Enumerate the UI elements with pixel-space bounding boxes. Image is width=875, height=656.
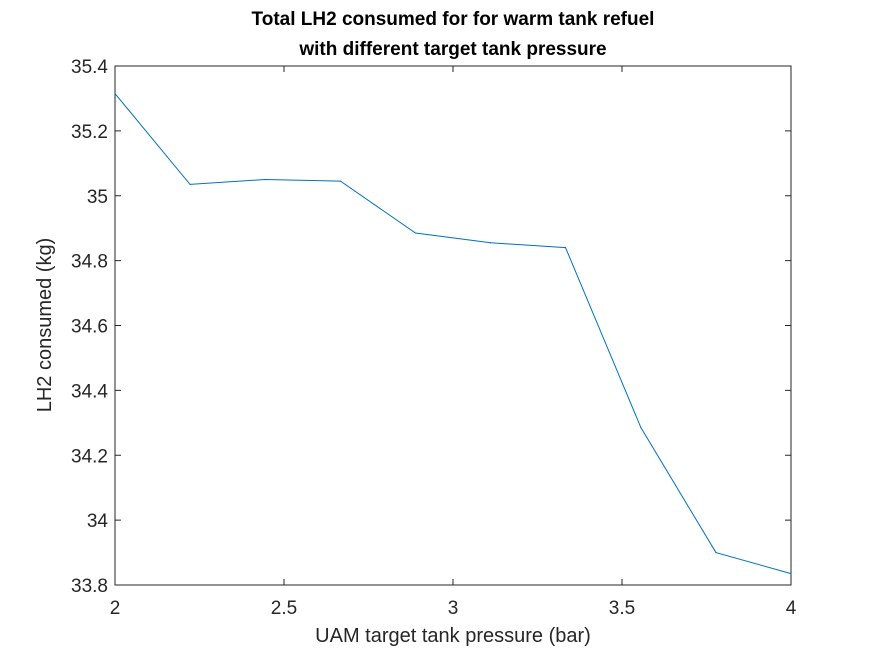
plot-area (114, 65, 792, 586)
x-tick-label: 3 (448, 598, 459, 619)
y-tick-label: 35.4 (71, 57, 108, 78)
data-point (339, 180, 342, 182)
y-axis-label: LH2 consumed (kg) (34, 238, 56, 413)
y-tick-label: 35.2 (71, 122, 108, 143)
data-point (114, 92, 116, 95)
data-point (489, 242, 492, 244)
y-tick-label: 35 (87, 187, 108, 208)
y-tick-label: 33.8 (71, 576, 108, 597)
x-tick-label: 4 (786, 598, 797, 619)
data-point (715, 551, 717, 554)
y-tick-label: 34.8 (71, 252, 108, 273)
y-tick-label: 34.2 (71, 446, 108, 467)
series-line (114, 93, 792, 575)
data-point (564, 247, 567, 249)
x-axis-label: UAM target tank pressure (bar) (315, 625, 591, 647)
series-group (114, 92, 792, 575)
x-tick-label: 2 (110, 598, 121, 619)
y-tick-label: 34.6 (71, 317, 108, 338)
chart-title-line-2: with different target tank pressure (298, 39, 606, 60)
data-point (264, 178, 266, 181)
x-tick-label: 2.5 (271, 598, 297, 619)
x-tick-label: 3.5 (609, 598, 635, 619)
data-point (189, 183, 191, 185)
y-tick-label: 34.4 (71, 381, 108, 402)
axis-ticks: 2 2.5 3 3.5 4 33.8 34 34.2 34.4 34.6 34.8 35 35.2 35.… (71, 57, 797, 619)
y-tick-label: 34 (87, 511, 109, 532)
data-point (414, 232, 417, 234)
data-point (640, 427, 642, 429)
chart-title-line-1: Total LH2 consumed for for warm tank ref… (252, 9, 655, 30)
data-point (790, 573, 792, 575)
